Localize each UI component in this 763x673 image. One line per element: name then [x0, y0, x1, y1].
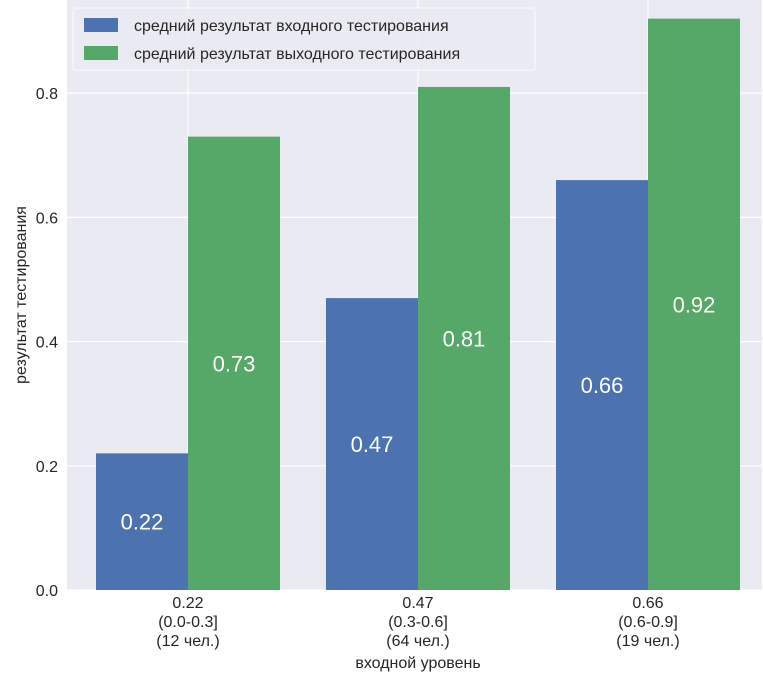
x-tick-label: (0.3-0.6] [388, 614, 448, 631]
legend-swatch-output [84, 46, 118, 60]
y-tick-labels: 0.0 0.2 0.4 0.6 0.8 [36, 86, 58, 600]
y-tick-label: 0.8 [36, 86, 58, 103]
bar-input-1 [326, 298, 418, 590]
x-tick-label: 0.22 [172, 595, 203, 612]
bar-value-label: 0.73 [213, 351, 256, 376]
legend: средний результат входного тестирования … [72, 7, 536, 71]
y-tick-label: 0.0 [36, 583, 58, 600]
y-tick-label: 0.4 [36, 335, 58, 352]
legend-label-input: средний результат входного тестирования [134, 18, 449, 35]
y-axis-label: результат тестирования [13, 206, 30, 384]
x-tick-label: 0.47 [402, 595, 433, 612]
bar-value-label: 0.22 [121, 510, 164, 535]
x-tick-label: (0.6-0.9] [618, 614, 678, 631]
bar-output-2 [648, 18, 740, 590]
bar-input-2 [556, 180, 648, 590]
x-tick-label: (64 чел.) [386, 633, 449, 650]
bar-output-1 [418, 86, 510, 591]
bar-output-0 [188, 136, 280, 590]
x-tick-labels: 0.22 (0.0-0.3] (12 чел.) 0.47 (0.3-0.6] (64 ч… [156, 595, 679, 650]
legend-swatch-input [84, 18, 118, 32]
y-tick-label: 0.2 [36, 459, 58, 476]
bar-input-0 [96, 453, 188, 590]
y-tick-label: 0.6 [36, 210, 58, 227]
bar-value-label: 0.92 [673, 292, 716, 317]
x-tick-label: (0.0-0.3] [158, 614, 218, 631]
bar-labels: 0.22 0.73 0.47 0.81 0.66 0.92 [121, 292, 716, 534]
bar-value-label: 0.47 [351, 432, 394, 457]
x-tick-label: (19 чел.) [616, 633, 679, 650]
legend-box [72, 7, 536, 71]
x-tick-label: 0.66 [632, 595, 663, 612]
x-axis-label: входной уровень [355, 655, 480, 672]
legend-label-output: средний результат выходного тестирования [134, 46, 460, 63]
bar-value-label: 0.81 [443, 326, 486, 351]
bar-value-label: 0.66 [581, 373, 624, 398]
x-tick-label: (12 чел.) [156, 633, 219, 650]
bars [96, 18, 740, 591]
